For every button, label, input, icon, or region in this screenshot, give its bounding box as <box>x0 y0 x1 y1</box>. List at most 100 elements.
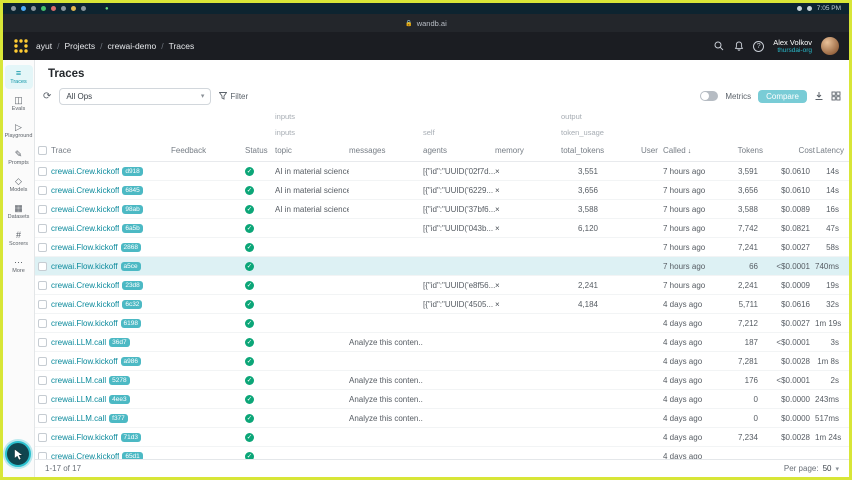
trace-link[interactable]: crewai.Crew.kickoff <box>51 280 120 290</box>
table-row[interactable]: crewai.Crew.kickoff 23d8 ✓ [{"id":"UUID(… <box>35 276 849 295</box>
table-row[interactable]: crewai.Flow.kickoff 71d3 ✓ 4 days ago 7,… <box>35 428 849 447</box>
col-header-topic[interactable]: topic <box>275 146 292 155</box>
col-header-cost[interactable]: Cost <box>798 146 815 155</box>
cost-cell: $0.0610 <box>781 185 810 195</box>
row-checkbox[interactable] <box>38 166 47 176</box>
total-tokens-cell: 2,241 <box>577 280 598 290</box>
col-header-tokens[interactable]: Tokens <box>737 146 763 155</box>
sidebar-item-scorers[interactable]: # Scorers <box>5 227 33 251</box>
row-checkbox[interactable] <box>38 280 47 290</box>
row-checkbox[interactable] <box>38 413 47 423</box>
sidebar-item-prompts[interactable]: ✎ Prompts <box>5 146 33 170</box>
row-checkbox[interactable] <box>38 299 47 309</box>
status-cell: ✓ <box>245 166 275 176</box>
table-row[interactable]: crewai.Crew.kickoff 6a5b ✓ [{"id":"UUID(… <box>35 219 849 238</box>
sidebar-item-label: Models <box>9 187 28 193</box>
trace-link[interactable]: crewai.Crew.kickoff <box>51 299 120 309</box>
export-icon[interactable] <box>814 91 824 101</box>
sidebar-item-models[interactable]: ◇ Models <box>5 173 33 197</box>
trace-link[interactable]: crewai.Flow.kickoff <box>51 242 118 252</box>
trace-link[interactable]: crewai.Flow.kickoff <box>51 432 118 442</box>
status-cell: ✓ <box>245 299 275 309</box>
breadcrumb-item-crewai-demo[interactable]: crewai-demo <box>107 41 157 51</box>
col-header-agents[interactable]: agents <box>423 146 448 155</box>
columns-grid-icon[interactable] <box>831 91 841 101</box>
table-row[interactable]: crewai.Crew.kickoff 6845 ✓ AI in materia… <box>35 181 849 200</box>
col-header-total-tokens[interactable]: total_tokens <box>561 146 605 155</box>
table-row[interactable]: crewai.Flow.kickoff a5ce ✓ 7 hours ago 6… <box>35 257 849 276</box>
avatar[interactable] <box>821 37 839 55</box>
table-row[interactable]: crewai.LLM.call 5278 ✓ Analyze this cont… <box>35 371 849 390</box>
traces-toolbar: ⟳ All Ops ▾ Filter Metrics Compare <box>35 84 849 108</box>
sidebar-item-label: Traces <box>10 79 27 85</box>
search-icon[interactable] <box>713 41 724 52</box>
sidebar-item-datasets[interactable]: ▦ Datasets <box>5 200 33 224</box>
metrics-toggle[interactable] <box>700 91 719 101</box>
row-checkbox[interactable] <box>38 394 47 404</box>
col-header-status[interactable]: Status <box>245 146 268 155</box>
trace-link[interactable]: crewai.Flow.kickoff <box>51 261 118 271</box>
trace-link[interactable]: crewai.LLM.call <box>51 394 107 404</box>
row-checkbox[interactable] <box>38 223 47 233</box>
row-checkbox[interactable] <box>38 204 47 214</box>
trace-link[interactable]: crewai.Crew.kickoff <box>51 204 120 214</box>
row-checkbox[interactable] <box>38 432 47 442</box>
called-cell: 7 hours ago <box>663 223 706 233</box>
sidebar-item-traces[interactable]: ≡ Traces <box>4 65 33 89</box>
ops-filter-select[interactable]: All Ops ▾ <box>59 87 212 105</box>
breadcrumb-item-traces[interactable]: Traces <box>168 41 195 51</box>
trace-link[interactable]: crewai.Flow.kickoff <box>51 318 118 328</box>
row-checkbox[interactable] <box>38 318 47 328</box>
col-header-trace[interactable]: Trace <box>51 146 72 155</box>
filter-button[interactable]: Filter <box>219 92 248 101</box>
trace-link[interactable]: crewai.LLM.call <box>51 337 107 347</box>
table-row[interactable]: crewai.Flow.kickoff 2868 ✓ 7 hours ago 7… <box>35 238 849 257</box>
compare-button[interactable]: Compare <box>758 89 807 103</box>
wandb-logo-icon[interactable] <box>13 38 29 54</box>
row-checkbox[interactable] <box>38 185 47 195</box>
trace-link[interactable]: crewai.Crew.kickoff <box>51 185 120 195</box>
header-group-row-2: inputs self token_usage <box>35 124 849 140</box>
col-header-feedback[interactable]: Feedback <box>171 146 207 155</box>
row-checkbox[interactable] <box>38 261 47 271</box>
col-header-user[interactable]: User <box>641 146 658 155</box>
row-checkbox[interactable] <box>38 451 47 459</box>
col-header-messages[interactable]: messages <box>349 146 386 155</box>
breadcrumb-item-ayut[interactable]: ayut <box>36 41 53 51</box>
breadcrumb-item-projects[interactable]: Projects <box>64 41 96 51</box>
col-header-called[interactable]: Called ↓ <box>663 146 692 155</box>
per-page-select[interactable]: 50 <box>822 464 832 473</box>
sidebar-item-evals[interactable]: ◫ Evals <box>5 92 33 116</box>
row-checkbox[interactable] <box>38 356 47 366</box>
trace-link[interactable]: crewai.LLM.call <box>51 375 107 385</box>
col-header-memory[interactable]: memory <box>495 146 524 155</box>
help-icon[interactable]: ? <box>753 40 765 52</box>
col-header-latency[interactable]: Latency <box>815 146 844 155</box>
table-row[interactable]: crewai.Flow.kickoff 6198 ✓ 4 days ago 7,… <box>35 314 849 333</box>
sidebar-item-playground[interactable]: ▷ Playground <box>5 119 33 143</box>
row-checkbox[interactable] <box>38 375 47 385</box>
bell-icon[interactable] <box>733 41 744 52</box>
table-row[interactable]: crewai.Crew.kickoff 6c32 ✓ [{"id":"UUID(… <box>35 295 849 314</box>
cost-cell: $0.0000 <box>781 394 810 404</box>
select-all-checkbox[interactable] <box>38 146 47 155</box>
trace-link[interactable]: crewai.Crew.kickoff <box>51 166 120 176</box>
cost-cell: $0.0027 <box>781 242 810 252</box>
row-checkbox[interactable] <box>38 242 47 252</box>
sidebar-item-more[interactable]: ⋯ More <box>5 254 33 278</box>
trace-link[interactable]: crewai.Crew.kickoff <box>51 223 120 233</box>
table-row[interactable]: crewai.LLM.call f377 ✓ Analyze this cont… <box>35 409 849 428</box>
browser-url-bar[interactable]: 🔒 wandb.ai <box>3 14 849 32</box>
row-checkbox[interactable] <box>38 337 47 347</box>
trace-link[interactable]: crewai.Flow.kickoff <box>51 356 118 366</box>
table-row[interactable]: crewai.Crew.kickoff 65d1 ✓ 4 days ago <box>35 447 849 459</box>
table-row[interactable]: crewai.Crew.kickoff 98ab ✓ AI in materia… <box>35 200 849 219</box>
table-row[interactable]: crewai.Flow.kickoff a986 ✓ 4 days ago 7,… <box>35 352 849 371</box>
table-row[interactable]: crewai.LLM.call 4ee3 ✓ Analyze this cont… <box>35 390 849 409</box>
trace-link[interactable]: crewai.Crew.kickoff <box>51 451 120 460</box>
refresh-icon[interactable]: ⟳ <box>43 90 52 102</box>
trace-id-chip: 98ab <box>122 204 143 214</box>
trace-link[interactable]: crewai.LLM.call <box>51 413 107 423</box>
table-row[interactable]: crewai.LLM.call 36d7 ✓ Analyze this cont… <box>35 333 849 352</box>
table-row[interactable]: crewai.Crew.kickoff d918 ✓ AI in materia… <box>35 162 849 181</box>
